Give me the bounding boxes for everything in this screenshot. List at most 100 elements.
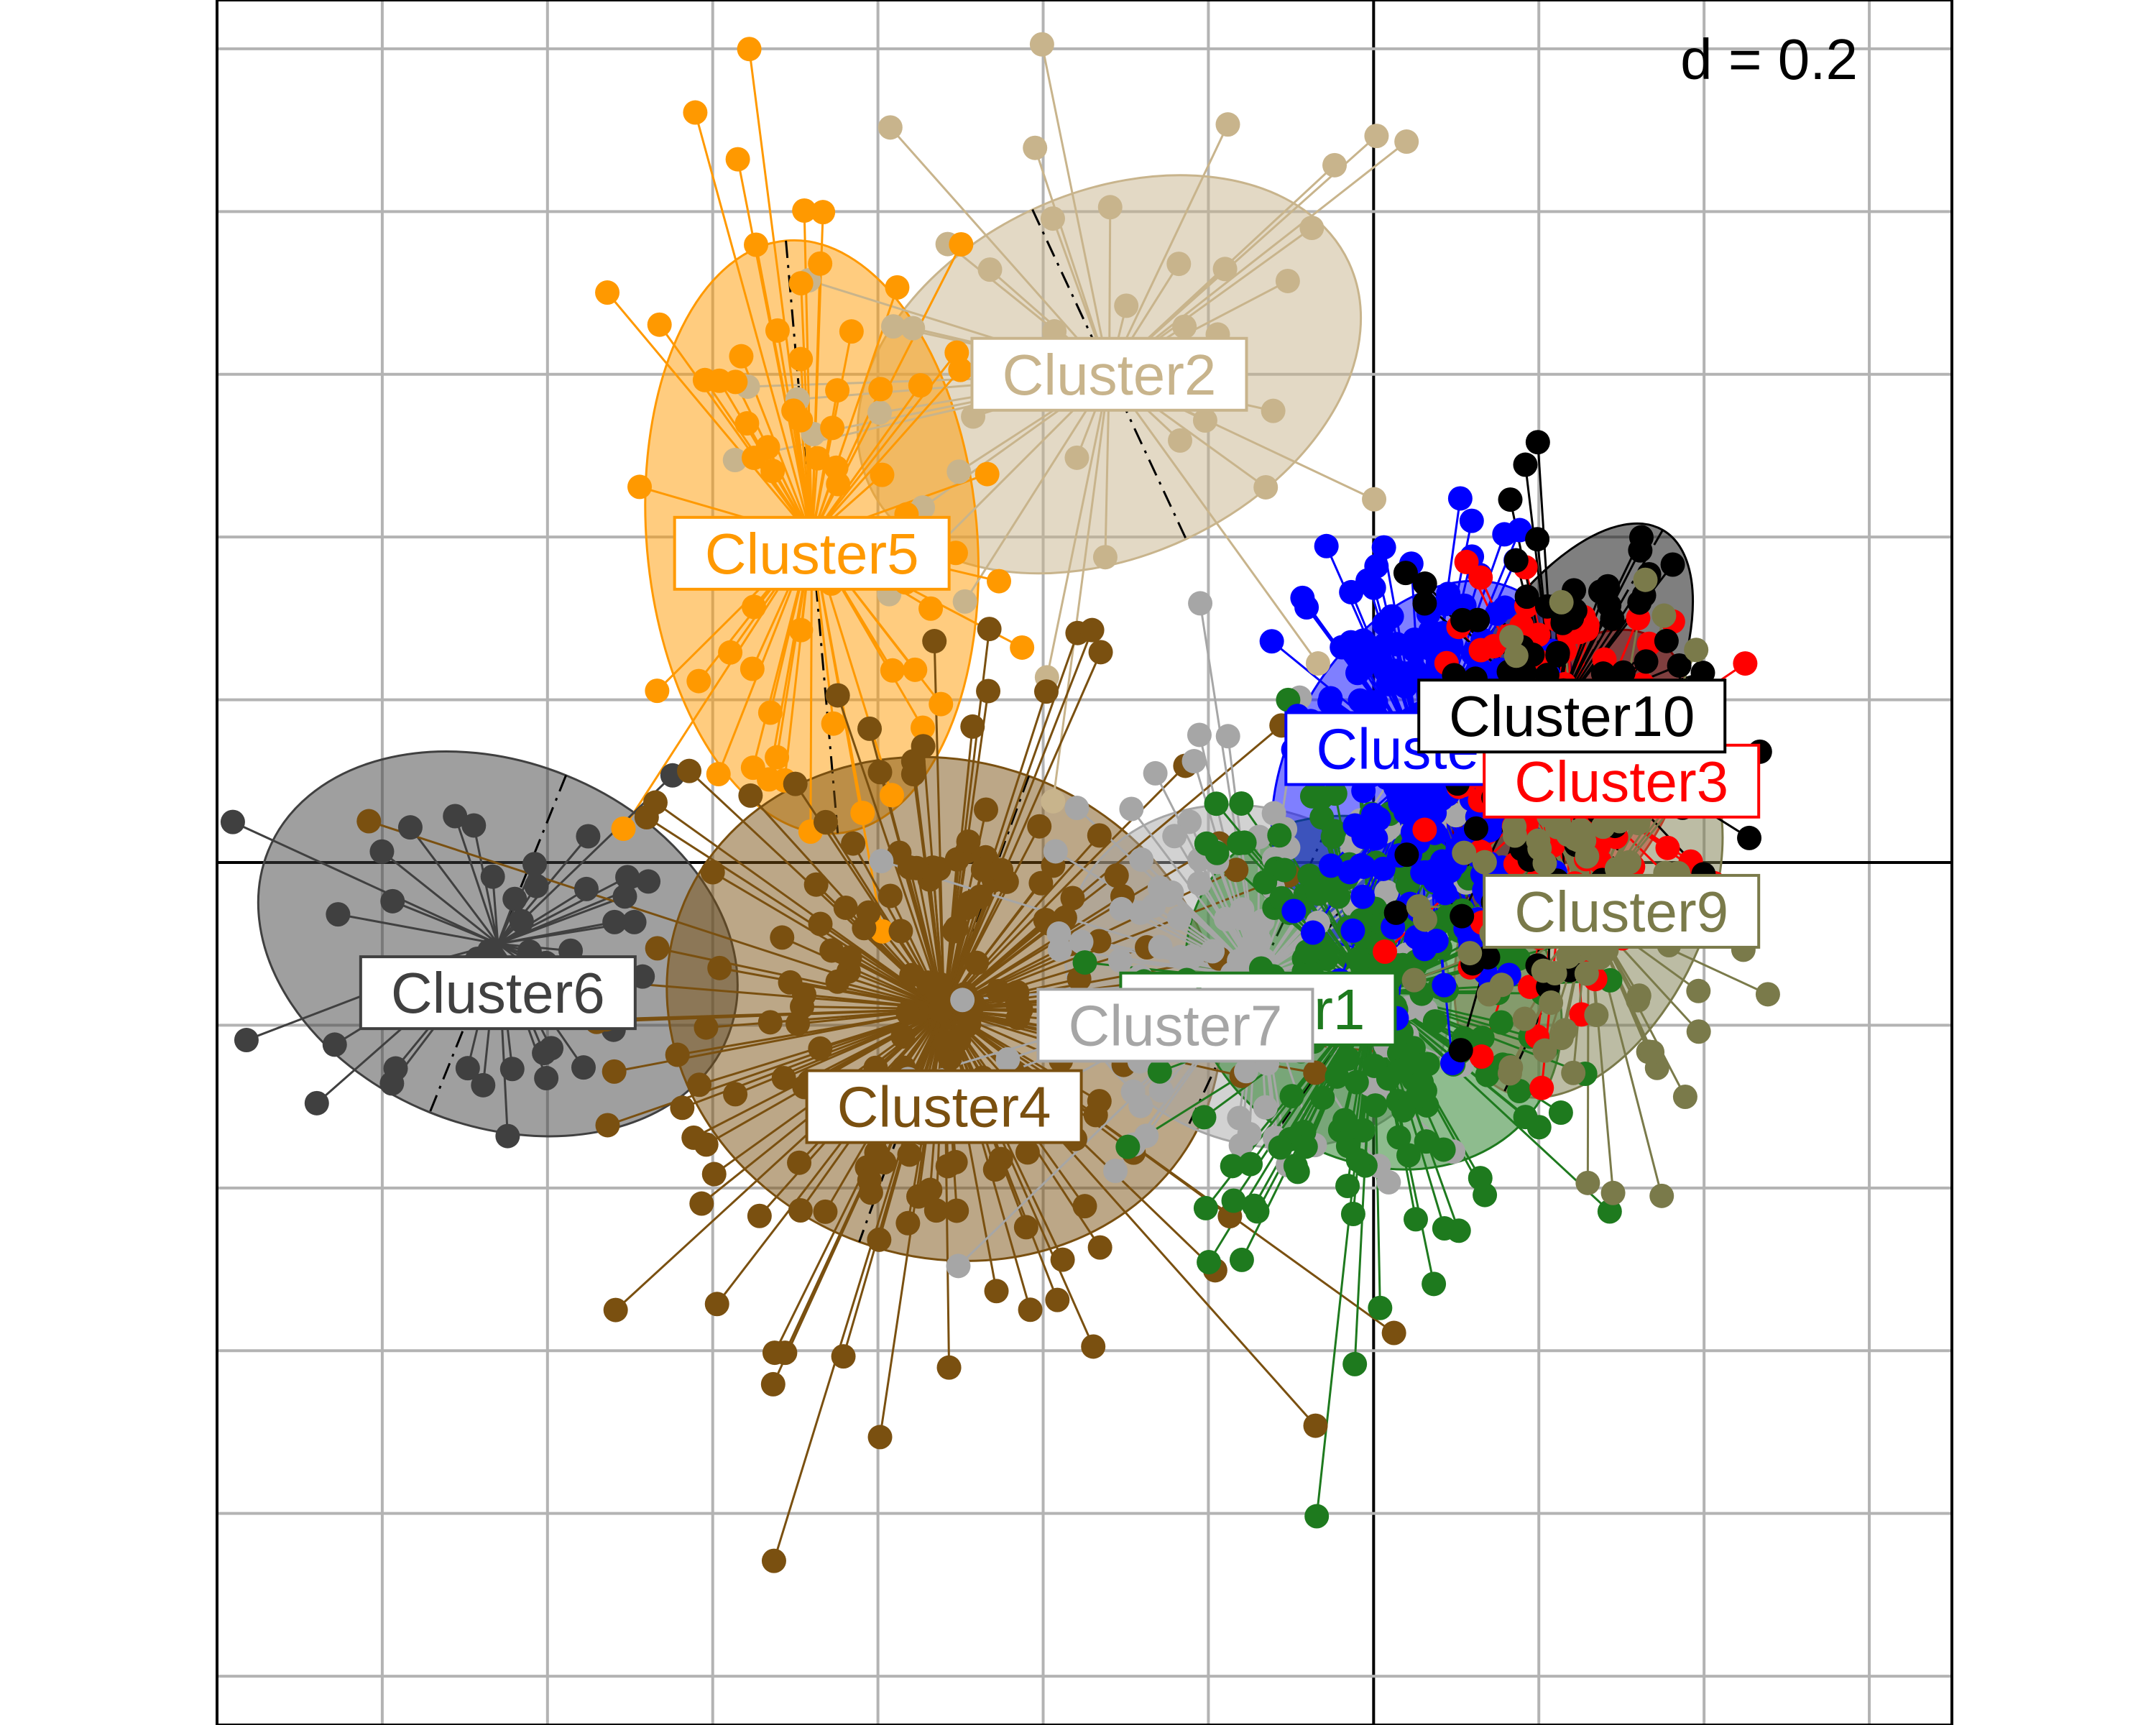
point-cluster5 [706,368,732,393]
point-cluster5 [729,344,754,369]
spoke [409,827,499,945]
point-cluster1 [1229,1247,1254,1272]
point-cluster5 [987,569,1012,594]
point-cluster6 [397,815,423,840]
scale-label: d = 0.2 [1680,27,1858,91]
spoke [1033,147,1110,375]
spoke [1108,124,1229,375]
point-cluster4 [825,969,850,994]
point-cluster10 [1627,590,1652,615]
point-cluster4 [973,797,998,822]
point-cluster5 [788,408,814,433]
point-cluster10 [1654,628,1679,653]
point-cluster4 [989,857,1014,883]
point-cluster4 [922,629,947,654]
point-cluster1 [1597,1199,1622,1224]
point-cluster1 [1422,1009,1447,1034]
point-cluster4 [864,1140,889,1165]
point-cluster9 [1503,643,1529,668]
point-cluster8 [1350,884,1376,909]
point-cluster2 [1029,32,1054,57]
point-cluster1 [1345,1148,1370,1173]
spoke [811,351,958,538]
point-cluster4 [895,1000,921,1026]
point-cluster4 [788,1198,813,1223]
point-cluster1 [1268,1135,1293,1160]
point-cluster7 [1234,1059,1259,1084]
point-cluster4 [783,771,808,796]
point-cluster8 [1426,784,1451,809]
point-cluster10 [1448,1038,1473,1063]
point-cluster4 [1088,640,1113,665]
point-cluster4 [944,915,969,940]
point-cluster9 [1572,828,1597,853]
point-cluster9 [1686,978,1711,1003]
point-cluster5 [903,657,928,682]
point-cluster2 [1041,788,1066,814]
point-cluster8 [1371,535,1396,560]
point-cluster9 [1584,1003,1609,1028]
point-cluster1 [1197,1250,1222,1275]
point-cluster6 [612,884,637,909]
point-cluster2 [946,459,972,484]
point-cluster6 [576,824,601,849]
point-cluster4 [704,1292,729,1317]
spoke [497,895,625,945]
point-cluster5 [741,445,766,470]
point-cluster5 [825,378,850,403]
spoke [606,292,813,538]
point-cluster1 [1344,1070,1369,1095]
point-cluster8 [1385,668,1410,694]
point-cluster7 [1247,928,1272,953]
label-box [970,336,1248,412]
point-cluster8 [1318,686,1343,711]
point-cluster4 [686,1072,711,1098]
point-cluster8 [1361,575,1386,600]
point-cluster4 [1381,1320,1406,1346]
point-cluster4 [888,919,913,944]
point-cluster3 [1517,974,1542,999]
point-cluster8 [1314,533,1339,558]
point-cluster4 [956,829,981,854]
point-cluster1 [1279,1084,1304,1109]
point-cluster8 [1447,486,1473,511]
point-cluster4 [867,1227,892,1252]
point-cluster6 [573,876,599,901]
spoke [889,126,1110,375]
point-cluster5 [792,198,817,223]
point-cluster3 [1529,1075,1554,1100]
point-cluster1 [1548,1100,1573,1126]
point-cluster2 [900,316,926,341]
point-cluster7 [1228,906,1253,931]
point-cluster7 [1119,796,1144,822]
spoke [943,834,1100,1010]
spoke [879,771,946,1010]
point-cluster5 [949,231,974,257]
point-cluster7 [1188,591,1213,616]
point-cluster4 [1050,1247,1075,1272]
point-cluster1 [1376,1066,1401,1091]
point-cluster5 [870,462,895,487]
point-cluster4 [701,1162,727,1187]
point-cluster4 [808,911,833,937]
point-cluster1 [1513,1105,1538,1130]
label-box [1036,988,1314,1063]
point-cluster9 [1406,894,1431,919]
point-cluster8 [1281,898,1307,924]
point-cluster2 [1097,195,1123,220]
point-cluster3 [1454,549,1479,574]
label-text: Cluster4 [837,1075,1051,1139]
point-cluster1 [1322,781,1348,806]
point-cluster5 [805,446,830,471]
point-cluster9 [1532,851,1557,876]
point-cluster4 [895,1210,921,1236]
point-cluster4 [1303,1060,1328,1085]
point-cluster4 [911,734,936,759]
point-cluster4 [595,1113,620,1138]
point-cluster1 [1072,950,1097,975]
point-cluster6 [234,1028,259,1053]
point-cluster8 [1412,937,1437,962]
point-cluster10 [1595,574,1621,599]
point-cluster2 [1364,124,1389,149]
point-cluster6 [379,1071,405,1096]
